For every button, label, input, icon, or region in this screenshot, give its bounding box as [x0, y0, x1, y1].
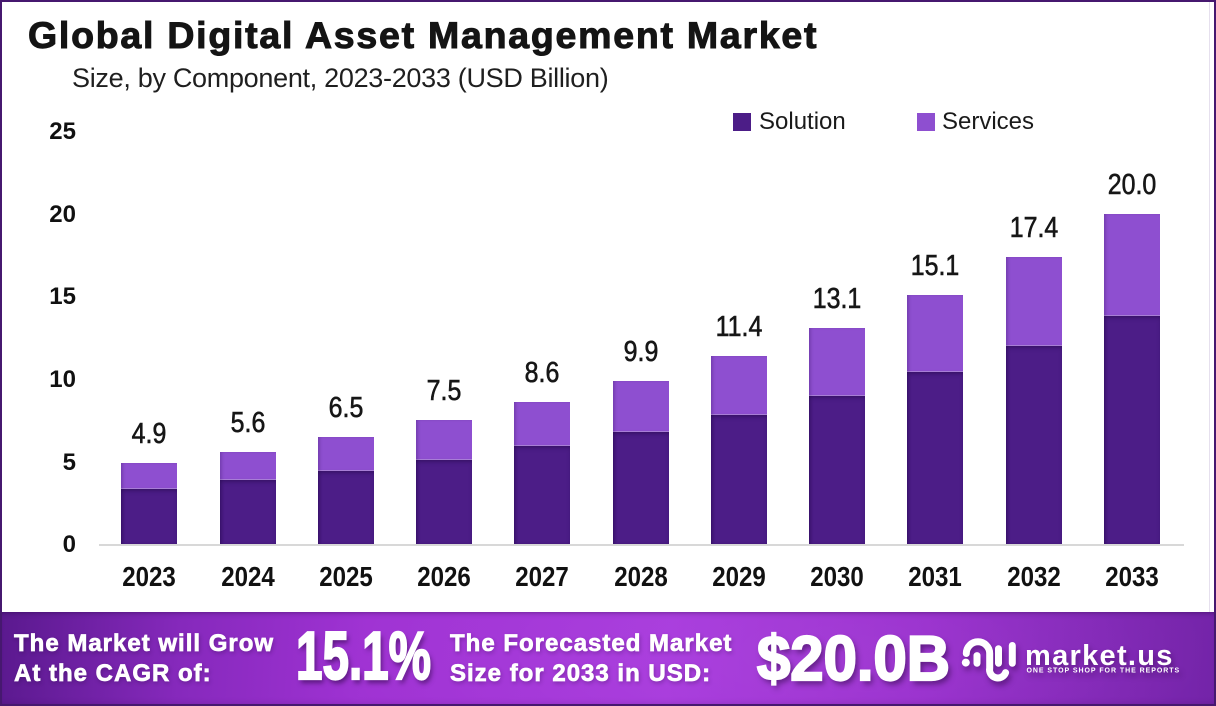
svg-text:market.us: market.us	[1025, 640, 1174, 672]
svg-text:ONE STOP SHOP FOR THE REPORTS: ONE STOP SHOP FOR THE REPORTS	[1027, 668, 1181, 675]
